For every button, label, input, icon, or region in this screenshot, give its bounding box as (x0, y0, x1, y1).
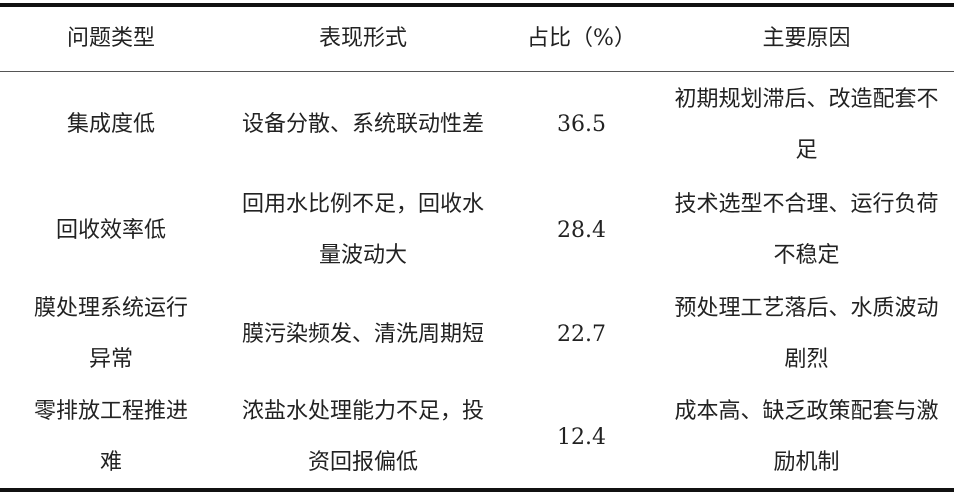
cell-form: 膜污染频发、清洗周期短 (241, 321, 484, 347)
table-row: 集成度低 设备分散、系统联动性差 36.5 初期规划滞后、改造配套不足 (0, 71, 954, 178)
cell-share: 12.4 (557, 424, 606, 450)
cell-share: 28.4 (557, 217, 606, 243)
problem-table: 问题类型 表现形式 占比（%） 主要原因 集成度低 设备分散、系统联动性差 36… (0, 3, 954, 492)
cell-cause: 预处理工艺落后、水质波动剧烈 (674, 296, 939, 372)
table-row: 零排放工程推进难 浓盐水处理能力不足，投资回报偏低 12.4 成本高、缺乏政策配… (0, 386, 954, 490)
cell-type: 集成度低 (66, 112, 155, 138)
header-form: 表现形式 (318, 26, 407, 52)
cell-type: 回收效率低 (55, 217, 166, 243)
header-cause: 主要原因 (762, 26, 851, 52)
table-row: 膜处理系统运行异常 膜污染频发、清洗周期短 22.7 预处理工艺落后、水质波动剧… (0, 282, 954, 386)
cell-form: 回用水比例不足，回收水量波动大 (241, 192, 484, 268)
cell-type: 零排放工程推进难 (33, 399, 188, 475)
cell-share: 22.7 (557, 321, 606, 347)
cell-form: 浓盐水处理能力不足，投资回报偏低 (241, 399, 484, 475)
cell-share: 36.5 (557, 112, 606, 138)
cell-type: 膜处理系统运行异常 (33, 296, 188, 372)
header-share: 占比（%） (527, 26, 636, 52)
cell-cause: 初期规划滞后、改造配套不足 (674, 86, 939, 163)
cell-cause: 成本高、缺乏政策配套与激励机制 (674, 399, 939, 475)
cell-form: 设备分散、系统联动性差 (241, 112, 484, 138)
table-row: 回收效率低 回用水比例不足，回收水量波动大 28.4 技术选型不合理、运行负荷不… (0, 178, 954, 282)
header-type: 问题类型 (66, 26, 155, 52)
header-row: 问题类型 表现形式 占比（%） 主要原因 (0, 5, 954, 71)
cell-cause: 技术选型不合理、运行负荷不稳定 (674, 192, 939, 268)
